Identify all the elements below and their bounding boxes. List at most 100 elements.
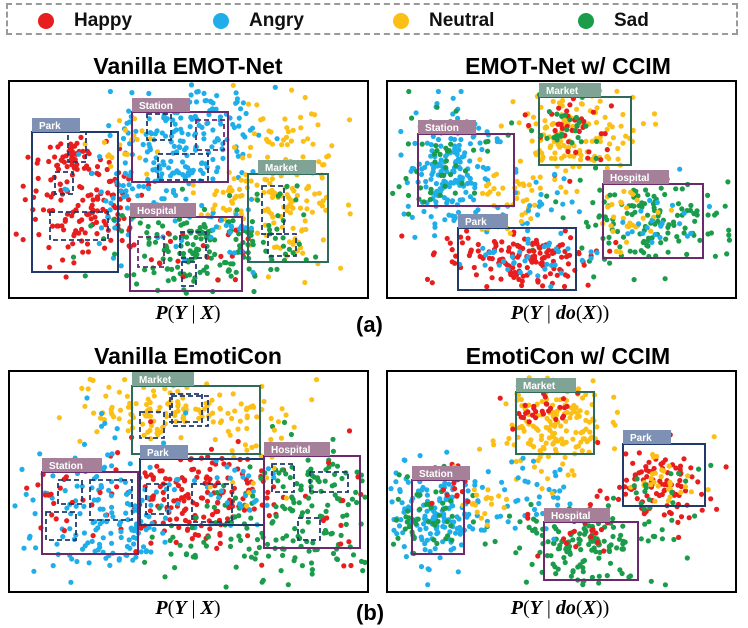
scatter-point-sad bbox=[570, 569, 576, 575]
scatter-point-neutral bbox=[238, 212, 245, 218]
scatter-point-angry bbox=[456, 516, 462, 522]
scatter-point-neutral bbox=[648, 228, 654, 234]
scatter-point-neutral bbox=[486, 181, 492, 187]
scatter-point-neutral bbox=[316, 190, 322, 196]
legend-item-sad: Sad bbox=[578, 10, 649, 31]
scatter-point-happy bbox=[537, 250, 543, 256]
scatter-point-sad bbox=[204, 270, 210, 276]
scatter-point-angry bbox=[432, 546, 438, 552]
scatter-point-sad bbox=[198, 236, 204, 242]
scatter-point-angry bbox=[552, 469, 558, 475]
scatter-point-happy bbox=[520, 415, 527, 421]
scatter-point-angry bbox=[118, 477, 124, 483]
scatter-point-sad bbox=[589, 574, 595, 580]
scatter-point-neutral bbox=[227, 184, 233, 191]
scatter-point-neutral bbox=[245, 101, 252, 107]
scatter-point-neutral bbox=[254, 102, 260, 108]
scatter-point-neutral bbox=[577, 157, 584, 163]
scatter-point-sad bbox=[606, 543, 612, 550]
scatter-point-neutral bbox=[515, 392, 522, 398]
scatter-point-angry bbox=[234, 148, 240, 154]
scatter-point-happy bbox=[92, 214, 98, 220]
scatter-point-neutral bbox=[580, 395, 586, 401]
scatter-point-sad bbox=[265, 553, 272, 559]
scatter-point-angry bbox=[557, 488, 563, 494]
scatter-point-neutral bbox=[661, 468, 667, 474]
scatter-point-sad bbox=[285, 582, 291, 588]
scatter-point-angry bbox=[464, 172, 470, 178]
scatter-point-sad bbox=[300, 528, 306, 534]
scatter-point-angry bbox=[525, 240, 531, 246]
scatter-point-neutral bbox=[562, 454, 568, 460]
scatter-point-angry bbox=[81, 530, 87, 536]
scatter-point-angry bbox=[112, 225, 118, 231]
scatter-point-happy bbox=[160, 489, 166, 496]
scatter-point-sad bbox=[659, 527, 665, 533]
scatter-point-sad bbox=[550, 561, 556, 567]
scatter-point-neutral bbox=[504, 440, 510, 446]
scatter-point-sad bbox=[645, 538, 651, 544]
scatter-point-neutral bbox=[611, 446, 618, 452]
scatter-point-happy bbox=[338, 541, 344, 547]
scatter-point-happy bbox=[539, 256, 545, 262]
scatter-point-neutral bbox=[291, 424, 297, 430]
scatter-point-neutral bbox=[604, 165, 610, 171]
title-vanilla-emoticon: Vanilla EmotiCon bbox=[94, 343, 282, 369]
scatter-point-angry bbox=[638, 208, 644, 214]
scatter-point-sad bbox=[189, 525, 195, 531]
scatter-point-happy bbox=[259, 562, 265, 568]
scatter-point-sad bbox=[308, 466, 314, 472]
scatter-point-sad bbox=[676, 470, 682, 476]
scatter-point-sad bbox=[197, 225, 203, 231]
scatter-point-happy bbox=[644, 493, 650, 499]
scatter-point-neutral bbox=[94, 429, 100, 435]
scatter-point-happy bbox=[559, 415, 566, 421]
scatter-point-angry bbox=[455, 115, 461, 121]
scatter-point-sad bbox=[390, 190, 396, 196]
scatter-point-sad bbox=[309, 571, 315, 577]
scatter-point-happy bbox=[563, 540, 569, 546]
scatter-point-happy bbox=[506, 245, 512, 251]
scatter-point-sad bbox=[306, 548, 312, 554]
scatter-point-happy bbox=[430, 252, 436, 258]
scatter-point-happy bbox=[84, 241, 91, 247]
scatter-point-angry bbox=[467, 180, 473, 186]
scatter-point-neutral bbox=[476, 446, 483, 452]
scatter-point-neutral bbox=[279, 142, 285, 148]
region-label: Hospital bbox=[271, 445, 311, 456]
scatter-point-neutral bbox=[302, 279, 308, 286]
scatter-point-angry bbox=[522, 478, 528, 484]
scatter-point-neutral bbox=[530, 114, 537, 120]
scatter-point-angry bbox=[476, 125, 482, 131]
scatter-point-happy bbox=[547, 405, 554, 411]
scatter-point-happy bbox=[24, 485, 30, 491]
scatter-point-sad bbox=[483, 139, 489, 145]
scatter-point-sad bbox=[303, 257, 309, 263]
scatter-point-happy bbox=[542, 394, 548, 400]
scatter-point-neutral bbox=[575, 443, 581, 449]
dashed-region-box bbox=[54, 171, 74, 195]
scatter-point-sad bbox=[233, 236, 239, 242]
scatter-point-happy bbox=[595, 439, 601, 446]
scatter-point-neutral bbox=[263, 136, 270, 142]
scatter-point-happy bbox=[159, 468, 165, 474]
scatter-point-happy bbox=[560, 396, 567, 402]
scatter-point-neutral bbox=[154, 430, 160, 436]
scatter-point-happy bbox=[531, 248, 537, 254]
scatter-point-happy bbox=[34, 160, 40, 166]
dashed-region-box bbox=[271, 463, 295, 493]
scatter-point-sad bbox=[437, 151, 443, 157]
scatter-point-angry bbox=[79, 483, 85, 489]
scatter-point-angry bbox=[131, 541, 137, 547]
scatter-point-angry bbox=[502, 487, 508, 493]
scatter-point-neutral bbox=[235, 426, 241, 432]
scatter-point-sad bbox=[586, 523, 592, 529]
scatter-point-angry bbox=[393, 479, 399, 485]
scatter-point-neutral bbox=[580, 429, 586, 435]
legend-item-happy: Happy bbox=[38, 10, 132, 31]
scatter-point-happy bbox=[231, 485, 237, 491]
scatter-point-angry bbox=[124, 205, 131, 211]
scatter-point-neutral bbox=[593, 119, 600, 126]
scatter-point-angry bbox=[435, 529, 441, 536]
scatter-point-sad bbox=[175, 264, 181, 270]
